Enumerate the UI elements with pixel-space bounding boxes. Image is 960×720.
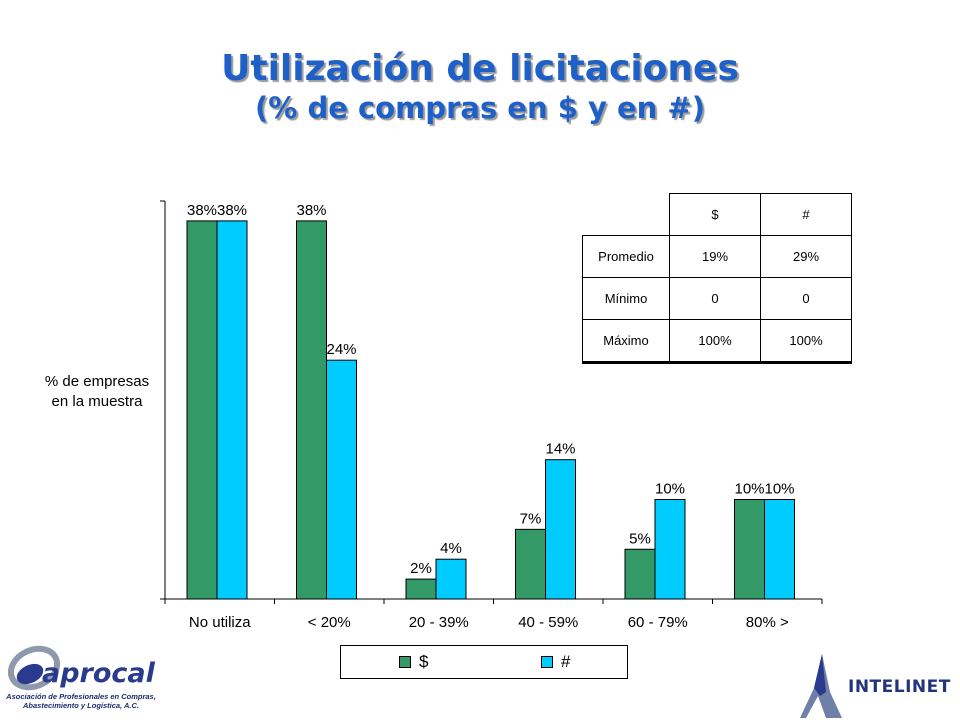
data-label: 14%: [545, 441, 575, 458]
stats-row-label: Máximo: [582, 319, 670, 364]
stats-cell-dollar: 100%: [669, 319, 761, 364]
bar-count: [764, 499, 795, 600]
stats-table: $ # Promedio 19% 29% Mínimo 0 0 Máximo 1…: [582, 193, 852, 364]
legend-item-count: #: [541, 652, 570, 672]
bar-dollar: [405, 578, 437, 600]
title-block: Utilización de licitaciones (% de compra…: [0, 48, 960, 126]
stats-cell-dollar: 19%: [669, 235, 761, 278]
x-tick-label: < 20%: [308, 614, 351, 631]
bar-dollar: [515, 528, 546, 600]
stats-cell-count: 29%: [760, 235, 852, 278]
chart-legend: $ #: [340, 645, 628, 679]
bar-dollar: [734, 499, 765, 600]
stats-corner-cell: [582, 193, 670, 236]
y-axis-label: % de empresas en la muestra: [30, 372, 164, 412]
stats-header-count: #: [760, 193, 852, 236]
intelinet-wordmark: INTELINET: [848, 677, 951, 697]
legend-label-dollar: $: [419, 652, 429, 671]
bar-dollar: [624, 548, 656, 600]
y-axis-label-line-1: % de empresas: [44, 373, 150, 390]
stats-cell-count: 0: [760, 277, 852, 320]
bar-count: [216, 220, 248, 600]
legend-item-dollar: $: [399, 652, 428, 672]
bar-count: [435, 558, 467, 600]
stats-cell-dollar: 0: [669, 277, 761, 320]
data-label: 24%: [326, 341, 356, 358]
aprocal-tagline-line-2: Abastecimiento y Logística, A.C.: [23, 701, 139, 710]
stats-row-label: Mínimo: [582, 277, 670, 320]
stats-header-row: $ #: [582, 193, 852, 236]
data-label: 4%: [440, 540, 462, 557]
axes-group: [160, 200, 823, 604]
bar-count: [545, 459, 576, 600]
data-label: 38%: [187, 202, 217, 219]
data-label: 7%: [520, 510, 542, 527]
x-tick-label: 40 - 59%: [518, 614, 578, 631]
stats-row-minimo: Mínimo 0 0: [582, 277, 852, 320]
page-title: Utilización de licitaciones: [221, 48, 739, 89]
legend-label-count: #: [561, 652, 571, 671]
stats-header-dollar: $: [669, 193, 761, 236]
x-tick-label: 60 - 79%: [628, 614, 688, 631]
data-label: 38%: [296, 202, 326, 219]
stats-row-label: Promedio: [582, 235, 670, 278]
bar-dollar: [296, 220, 327, 600]
bar-dollar: [186, 220, 218, 600]
bar-count: [654, 499, 686, 600]
x-tick-label: 80% >: [746, 614, 789, 631]
data-label: 2%: [410, 560, 432, 577]
bar-count: [326, 359, 357, 600]
data-label: 5%: [629, 530, 651, 547]
stats-cell-count: 100%: [760, 319, 852, 364]
aprocal-wordmark: aprocal: [42, 658, 155, 689]
legend-swatch-count: [541, 656, 553, 668]
legend-swatch-dollar: [399, 656, 411, 668]
aprocal-swirl-icon: [7, 645, 61, 691]
y-axis-label-line-2: en la muestra: [51, 393, 143, 410]
data-label: 38%: [217, 202, 247, 219]
aprocal-logo: aprocal Asociación de Profesionales en C…: [0, 636, 156, 720]
aprocal-tagline-line-1: Asociación de Profesionales en Compras,: [6, 692, 156, 701]
data-label: 10%: [734, 481, 764, 498]
aprocal-tagline: Asociación de Profesionales en Compras, …: [6, 692, 156, 710]
intelinet-logo: INTELINET: [800, 652, 960, 720]
x-tick-label: 20 - 39%: [409, 614, 469, 631]
bars-group: [186, 220, 795, 600]
page-subtitle: (% de compras en $ y en #): [255, 91, 705, 125]
x-tick-label: No utiliza: [189, 614, 251, 631]
data-label: 10%: [655, 481, 685, 498]
intelinet-mark-icon: [800, 654, 842, 718]
stats-row-maximo: Máximo 100% 100%: [582, 319, 852, 364]
data-label: 10%: [764, 481, 794, 498]
stats-row-promedio: Promedio 19% 29%: [582, 235, 852, 278]
